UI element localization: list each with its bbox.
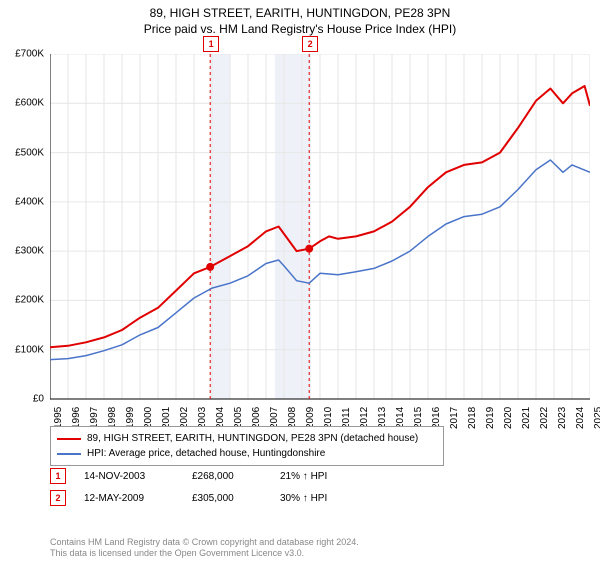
legend-row: HPI: Average price, detached house, Hunt… bbox=[57, 446, 437, 461]
chart-title-line2: Price paid vs. HM Land Registry's House … bbox=[0, 22, 600, 38]
sale-date: 12-MAY-2009 bbox=[84, 493, 174, 504]
sale-price: £305,000 bbox=[192, 493, 262, 504]
y-tick-label: £500K bbox=[4, 147, 44, 158]
y-tick-label: £0 bbox=[4, 394, 44, 405]
sales-table: 1 14-NOV-2003 £268,000 21% ↑ HPI 2 12-MA… bbox=[50, 468, 360, 512]
sale-marker-2: 2 bbox=[50, 490, 66, 506]
sale-price: £268,000 bbox=[192, 471, 262, 482]
legend-row: 89, HIGH STREET, EARITH, HUNTINGDON, PE2… bbox=[57, 431, 437, 446]
y-tick-label: £600K bbox=[4, 98, 44, 109]
chart-marker-2: 2 bbox=[302, 36, 318, 52]
x-tick-label: 2019 bbox=[485, 407, 496, 429]
y-tick-label: £300K bbox=[4, 246, 44, 257]
sale-pct: 30% ↑ HPI bbox=[280, 493, 360, 504]
sale-marker-1: 1 bbox=[50, 468, 66, 484]
sale-row: 1 14-NOV-2003 £268,000 21% ↑ HPI bbox=[50, 468, 360, 484]
x-tick-label: 2021 bbox=[521, 407, 532, 429]
x-tick-label: 2018 bbox=[467, 407, 478, 429]
y-tick-label: £200K bbox=[4, 295, 44, 306]
footer-attribution: Contains HM Land Registry data © Crown c… bbox=[50, 537, 359, 560]
x-tick-label: 2024 bbox=[575, 407, 586, 429]
x-tick-label: 2023 bbox=[557, 407, 568, 429]
legend: 89, HIGH STREET, EARITH, HUNTINGDON, PE2… bbox=[50, 426, 444, 466]
sale-row: 2 12-MAY-2009 £305,000 30% ↑ HPI bbox=[50, 490, 360, 506]
x-tick-label: 2017 bbox=[449, 407, 460, 429]
y-tick-label: £100K bbox=[4, 344, 44, 355]
sale-date: 14-NOV-2003 bbox=[84, 471, 174, 482]
y-tick-label: £400K bbox=[4, 196, 44, 207]
legend-label: 89, HIGH STREET, EARITH, HUNTINGDON, PE2… bbox=[87, 431, 418, 446]
legend-swatch-property bbox=[57, 438, 81, 440]
legend-swatch-hpi bbox=[57, 453, 81, 455]
legend-label: HPI: Average price, detached house, Hunt… bbox=[87, 446, 325, 461]
y-tick-label: £700K bbox=[4, 49, 44, 60]
chart-container: 89, HIGH STREET, EARITH, HUNTINGDON, PE2… bbox=[0, 6, 600, 566]
chart-title-line1: 89, HIGH STREET, EARITH, HUNTINGDON, PE2… bbox=[0, 6, 600, 22]
footer-line2: This data is licensed under the Open Gov… bbox=[50, 548, 359, 560]
plot-area: £0£100K£200K£300K£400K£500K£600K£700K 19… bbox=[50, 54, 590, 419]
footer-line1: Contains HM Land Registry data © Crown c… bbox=[50, 537, 359, 549]
sale-pct: 21% ↑ HPI bbox=[280, 471, 360, 482]
chart-title-block: 89, HIGH STREET, EARITH, HUNTINGDON, PE2… bbox=[0, 6, 600, 37]
chart-marker-1: 1 bbox=[203, 36, 219, 52]
x-tick-label: 2020 bbox=[503, 407, 514, 429]
plot-svg bbox=[50, 54, 590, 419]
x-tick-label: 2022 bbox=[539, 407, 550, 429]
x-tick-label: 2025 bbox=[593, 407, 600, 429]
